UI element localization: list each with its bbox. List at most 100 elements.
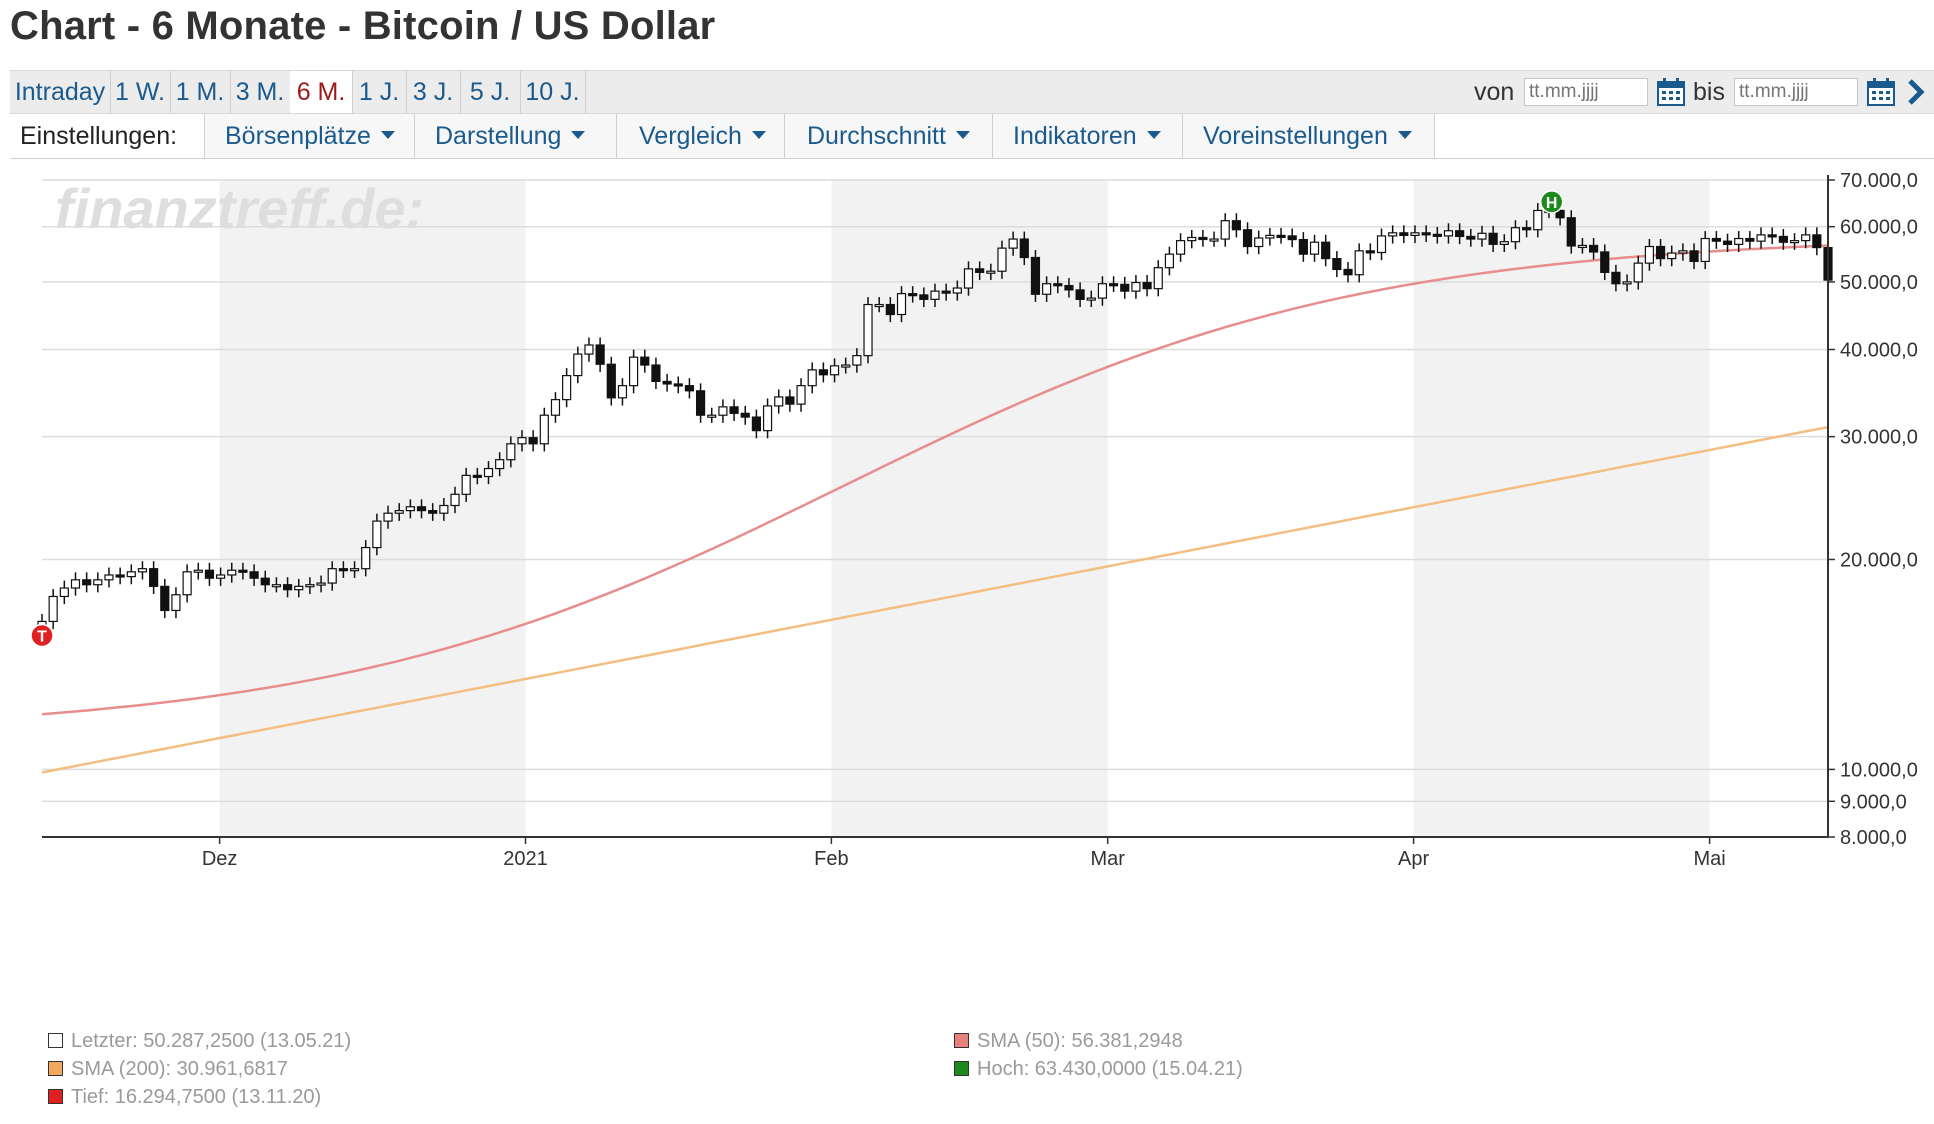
candle-body [1533, 209, 1543, 231]
candle-body [316, 582, 326, 586]
candle-body [807, 369, 817, 387]
from-label: von [1474, 78, 1515, 106]
candle-body [1187, 236, 1197, 242]
dropdown-vergleich[interactable]: Vergleich [616, 114, 784, 158]
y-tick-label: 10.000,0 [1840, 759, 1918, 781]
caret-down-icon [571, 131, 586, 140]
candle-body [216, 574, 226, 579]
chevron-right-icon[interactable] [1904, 77, 1928, 107]
candle-body [1722, 240, 1733, 245]
candle-body [428, 510, 438, 514]
candle-body [260, 577, 270, 586]
candle-body [1209, 238, 1219, 242]
candle-body [1276, 234, 1286, 238]
from-date-input[interactable] [1524, 78, 1648, 106]
candle-body [1410, 232, 1420, 236]
tab-3-years[interactable]: 3 J. [406, 71, 461, 113]
candle-body [1254, 237, 1264, 248]
y-tick-label: 30.000,0 [1840, 427, 1918, 449]
candle-body [1633, 262, 1643, 283]
candle-body [1399, 232, 1409, 236]
candle-body [70, 579, 81, 589]
candle-body [1175, 240, 1186, 255]
candle-body [48, 595, 58, 623]
candle-body [1644, 245, 1655, 264]
candle-body [1510, 227, 1521, 243]
legend-label: SMA (50): 56.381,2948 [977, 1030, 1183, 1052]
tab-5-years[interactable]: 5 J. [460, 71, 521, 113]
dropdown-boersenplaetze[interactable]: Börsenplätze [204, 114, 414, 158]
candle-body [1522, 227, 1532, 231]
candle-body [338, 568, 348, 572]
dropdown-indikatoren[interactable]: Indikatoren [992, 114, 1182, 158]
candle-body [606, 363, 616, 399]
candle-body [349, 568, 360, 572]
tab-3-months[interactable]: 3 M. [230, 71, 291, 113]
candle-body [1309, 241, 1320, 255]
dropdown-voreinstellungen[interactable]: Voreinstellungen [1182, 114, 1435, 158]
candle-body [774, 396, 784, 407]
caret-down-icon [955, 131, 970, 140]
candle-body [617, 385, 628, 399]
candle-body [1789, 240, 1800, 244]
watermark: finanztreff.de: [55, 177, 424, 240]
candle-body [1577, 244, 1588, 249]
candle-body [361, 546, 371, 570]
candle-body [1131, 281, 1141, 292]
tab-1-week[interactable]: 1 W. [110, 71, 171, 113]
candle-body [93, 579, 103, 586]
month-band [219, 180, 526, 837]
legend-swatch [48, 1061, 63, 1076]
candle-body [305, 584, 315, 588]
candle-body [472, 474, 482, 478]
candle-body [952, 287, 962, 294]
candle-body [662, 380, 672, 385]
candle-body [115, 574, 125, 578]
candle-body [394, 510, 404, 514]
high-marker [1539, 190, 1564, 214]
candle-body [1678, 250, 1688, 254]
tab-6-months[interactable]: 6 M. [290, 71, 353, 113]
candle-body [82, 579, 92, 586]
candle-body [1734, 237, 1744, 245]
month-band [1413, 180, 1710, 837]
tab-10-years[interactable]: 10 J. [520, 71, 586, 113]
to-date-input[interactable] [1734, 78, 1858, 106]
candle-body [1622, 281, 1632, 285]
range-tab-bar: Intraday 1 W. 1 M. 3 M. 6 M. 1 J. 3 J. 5… [10, 70, 1934, 114]
tab-1-year[interactable]: 1 J. [352, 71, 407, 113]
candle-body [1566, 217, 1576, 247]
dropdown-durchschnitt[interactable]: Durchschnitt [784, 114, 992, 158]
candle-body [1365, 250, 1375, 254]
tab-intraday[interactable]: Intraday [10, 71, 111, 113]
candle-body [1108, 283, 1119, 287]
page-title: Chart - 6 Monate - Bitcoin / US Dollar [10, 4, 716, 48]
candle-body [282, 584, 293, 591]
calendar-icon[interactable] [1866, 77, 1896, 107]
candle-body [852, 355, 862, 366]
y-tick-label: 50.000,0 [1840, 272, 1918, 294]
dropdown-darstellung[interactable]: Darstellung [414, 114, 616, 158]
candle-body [874, 303, 884, 308]
candle-body [997, 247, 1007, 272]
candle-body [1432, 233, 1442, 237]
candle-body [327, 568, 337, 584]
calendar-icon[interactable] [1656, 77, 1686, 107]
to-label: bis [1693, 78, 1725, 106]
y-tick-label: 70.000,0 [1840, 170, 1918, 192]
y-tick-label: 8.000,0 [1840, 827, 1907, 849]
candle-body [1745, 237, 1755, 242]
candle-body [193, 569, 203, 573]
candle-body [405, 506, 415, 512]
candle-body [1611, 271, 1621, 285]
candle-body [673, 383, 683, 387]
candle-body [171, 594, 181, 612]
tab-1-month[interactable]: 1 M. [170, 71, 231, 113]
candle-body [1443, 230, 1454, 237]
caret-down-icon [1397, 131, 1412, 140]
high-marker-label: H [1546, 195, 1558, 212]
candle-body [1700, 237, 1710, 263]
candle-body [1086, 297, 1096, 301]
candle-body [573, 353, 583, 377]
candle-body [695, 390, 706, 416]
